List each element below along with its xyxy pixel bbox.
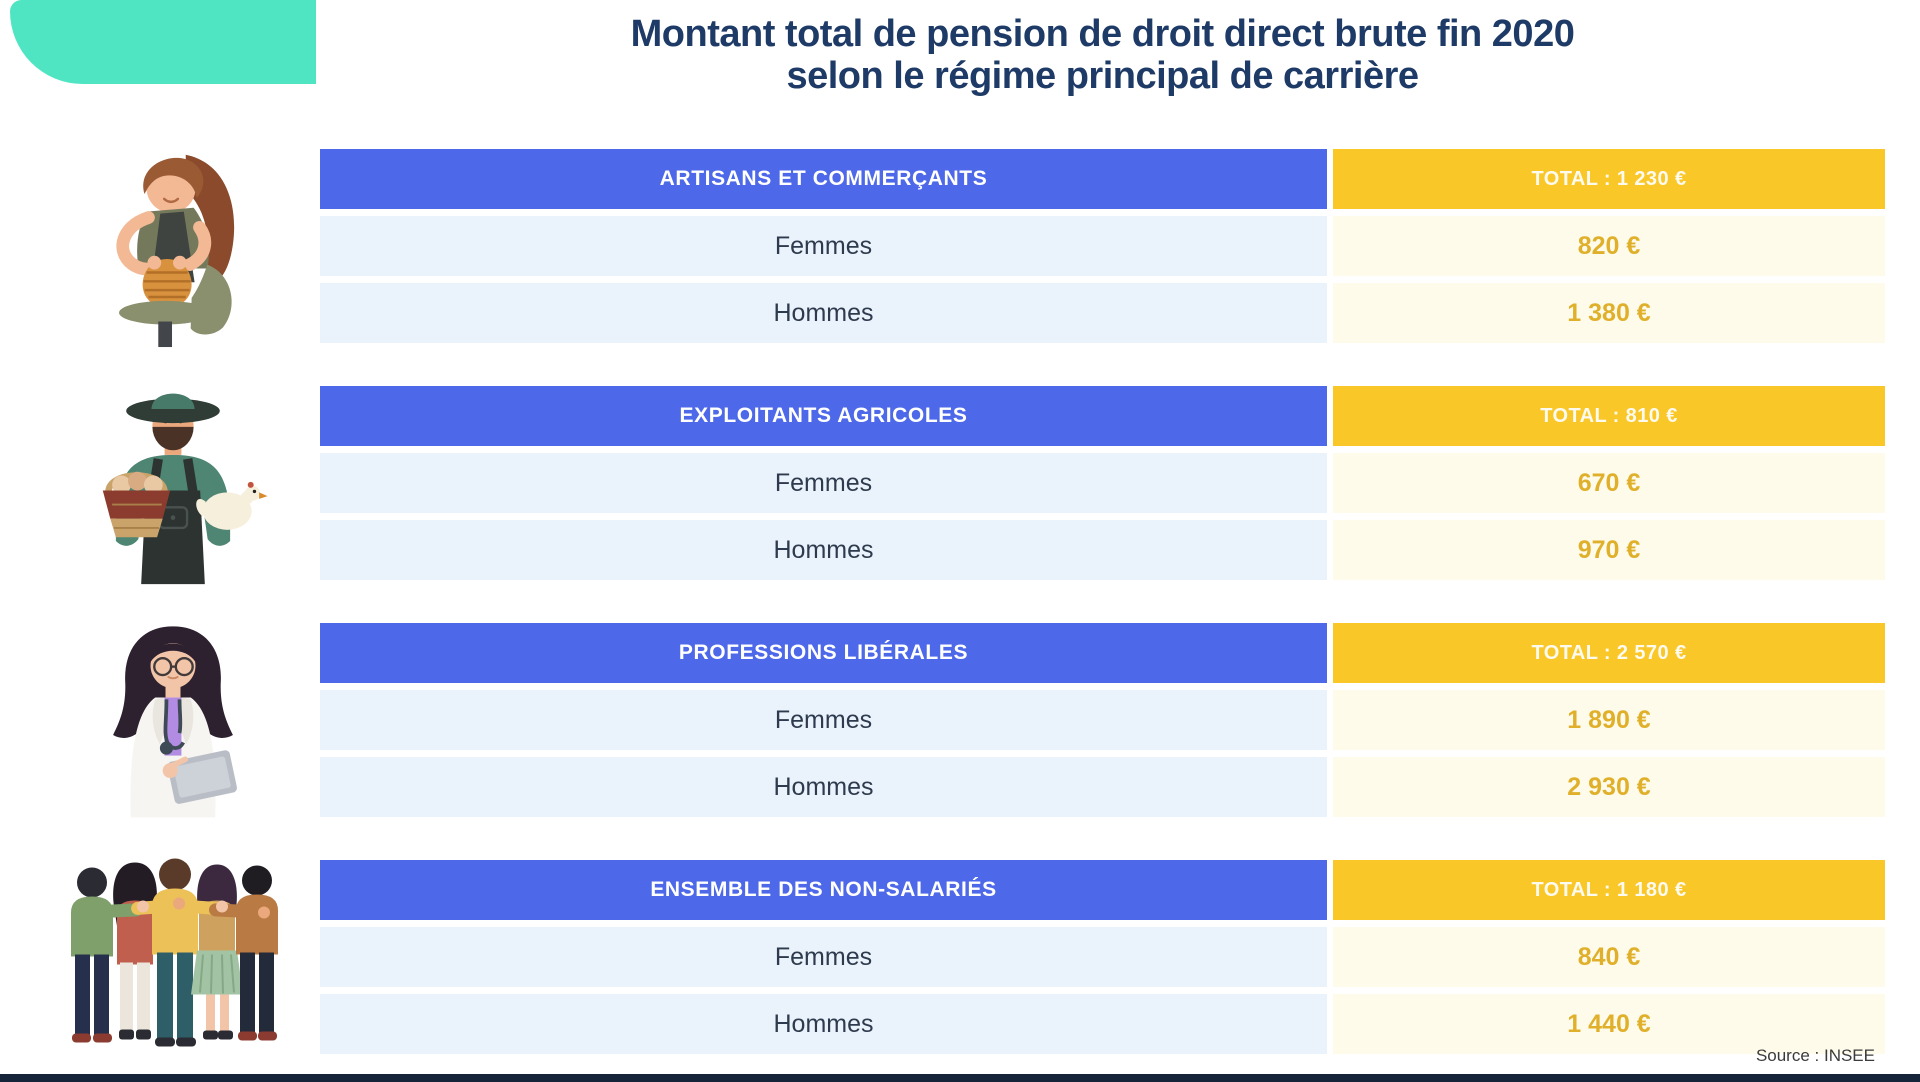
femmes-value-cell: 670 € <box>1333 453 1885 513</box>
hommes-value: 1 380 € <box>1567 298 1651 327</box>
hommes-label-cell: Hommes <box>320 994 1327 1054</box>
femmes-value-cell: 820 € <box>1333 216 1885 276</box>
total-cell: TOTAL : 810 € <box>1333 386 1885 446</box>
total-label: TOTAL : 810 € <box>1540 404 1678 427</box>
pension-sections: ARTISANS ET COMMERÇANTS TOTAL : 1 230 € … <box>0 143 1885 1060</box>
pension-table-artisans: ARTISANS ET COMMERÇANTS TOTAL : 1 230 € … <box>320 149 1885 343</box>
femmes-value-cell: 840 € <box>1333 927 1885 987</box>
teal-corner-decoration <box>10 0 316 84</box>
femmes-label: Femmes <box>774 468 873 497</box>
femmes-label: Femmes <box>774 705 873 734</box>
pension-table-ensemble: ENSEMBLE DES NON-SALARIÉS TOTAL : 1 180 … <box>320 860 1885 1054</box>
femmes-label-cell: Femmes <box>320 216 1327 276</box>
hommes-label: Hommes <box>773 1009 874 1038</box>
page-title: Montant total de pension de droit direct… <box>320 13 1885 97</box>
category-header: ENSEMBLE DES NON-SALARIÉS <box>320 860 1327 920</box>
femmes-label-cell: Femmes <box>320 453 1327 513</box>
hommes-label: Hommes <box>773 298 874 327</box>
hommes-value-cell: 1 380 € <box>1333 283 1885 343</box>
category-label: EXPLOITANTS AGRICOLES <box>679 404 968 427</box>
total-label: TOTAL : 1 180 € <box>1531 878 1687 901</box>
category-label: ENSEMBLE DES NON-SALARIÉS <box>650 878 997 901</box>
section-ensemble-non-salaries: ENSEMBLE DES NON-SALARIÉS TOTAL : 1 180 … <box>0 854 1885 1060</box>
category-header: ARTISANS ET COMMERÇANTS <box>320 149 1327 209</box>
total-cell: TOTAL : 1 180 € <box>1333 860 1885 920</box>
hommes-value: 970 € <box>1577 535 1641 564</box>
pension-table-agricoles: EXPLOITANTS AGRICOLES TOTAL : 810 € Femm… <box>320 386 1885 580</box>
femmes-label: Femmes <box>774 942 873 971</box>
hommes-value-cell: 970 € <box>1333 520 1885 580</box>
source-caption: Source : INSEE <box>1755 1046 1875 1065</box>
category-label: PROFESSIONS LIBÉRALES <box>678 641 969 664</box>
doctor-illustration <box>0 617 320 823</box>
femmes-label-cell: Femmes <box>320 927 1327 987</box>
farmer-svg <box>102 393 268 585</box>
hommes-value: 2 930 € <box>1567 772 1651 801</box>
femmes-value: 1 890 € <box>1567 705 1651 734</box>
doctor-svg <box>113 626 237 818</box>
hommes-label-cell: Hommes <box>320 283 1327 343</box>
title-line-2: selon le régime principal de carrière <box>786 55 1419 97</box>
title-line-1: Montant total de pension de droit direct… <box>630 13 1575 55</box>
hommes-label-cell: Hommes <box>320 757 1327 817</box>
potter-woman-svg <box>116 154 235 348</box>
category-header: PROFESSIONS LIBÉRALES <box>320 623 1327 683</box>
category-header: EXPLOITANTS AGRICOLES <box>320 386 1327 446</box>
femmes-label: Femmes <box>774 231 873 260</box>
hommes-label-cell: Hommes <box>320 520 1327 580</box>
femmes-value: 670 € <box>1577 468 1641 497</box>
footer-bar <box>0 1074 1920 1082</box>
hommes-value-cell: 1 440 € <box>1333 994 1885 1054</box>
femmes-value: 840 € <box>1577 942 1641 971</box>
total-cell: TOTAL : 2 570 € <box>1333 623 1885 683</box>
section-professions-liberales: PROFESSIONS LIBÉRALES TOTAL : 2 570 € Fe… <box>0 617 1885 823</box>
hommes-label: Hommes <box>773 772 874 801</box>
group-of-people-illustration <box>0 854 320 1060</box>
hommes-value: 1 440 € <box>1567 1009 1651 1038</box>
total-cell: TOTAL : 1 230 € <box>1333 149 1885 209</box>
category-label: ARTISANS ET COMMERÇANTS <box>659 167 988 190</box>
pension-table-liberales: PROFESSIONS LIBÉRALES TOTAL : 2 570 € Fe… <box>320 623 1885 817</box>
hommes-value-cell: 2 930 € <box>1333 757 1885 817</box>
hommes-label: Hommes <box>773 535 874 564</box>
femmes-label-cell: Femmes <box>320 690 1327 750</box>
section-exploitants-agricoles: EXPLOITANTS AGRICOLES TOTAL : 810 € Femm… <box>0 380 1885 586</box>
total-label: TOTAL : 1 230 € <box>1531 167 1687 190</box>
total-label: TOTAL : 2 570 € <box>1531 641 1687 664</box>
farmer-illustration <box>0 380 320 586</box>
section-artisans-commercants: ARTISANS ET COMMERÇANTS TOTAL : 1 230 € … <box>0 143 1885 349</box>
femmes-value: 820 € <box>1577 231 1641 260</box>
group-of-people-svg <box>71 858 278 1047</box>
potter-woman-illustration <box>0 143 320 349</box>
femmes-value-cell: 1 890 € <box>1333 690 1885 750</box>
